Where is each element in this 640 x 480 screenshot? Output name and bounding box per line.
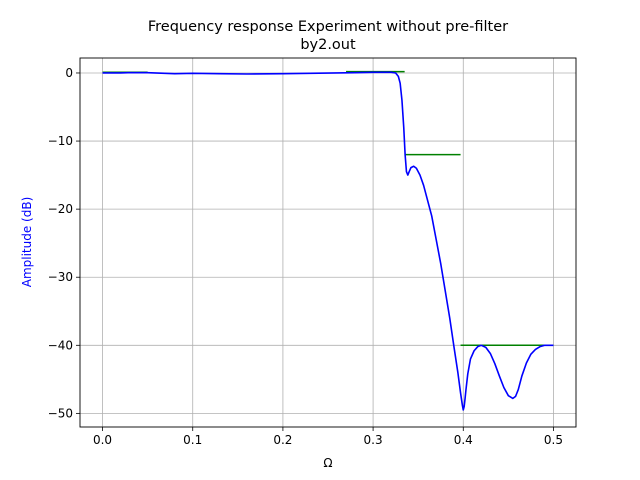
tick-marks	[76, 72, 554, 431]
x-tick-label: 0.5	[544, 433, 563, 447]
axes-frame	[79, 57, 577, 428]
frequency-response-line	[102, 71, 554, 411]
y-tick-label: −20	[48, 202, 73, 216]
y-tick-label: −30	[48, 270, 73, 284]
x-axis-label: Ω	[323, 456, 332, 470]
plot-area	[102, 70, 554, 411]
x-tick-label: 0.1	[183, 433, 202, 447]
y-tick-label: −50	[48, 406, 73, 420]
tick-labels: 0.0 0.1 0.2 0.3 0.4 0.5 0 −10 −20 −30 −40 −50	[48, 66, 563, 447]
chart-title: Frequency response Experiment without pr…	[148, 19, 508, 35]
x-tick-label: 0.0	[93, 433, 112, 447]
x-tick-label: 0.3	[364, 433, 383, 447]
y-tick-label: 0	[65, 66, 73, 80]
y-axis-label: Amplitude (dB)	[20, 197, 34, 288]
x-tick-label: 0.2	[273, 433, 292, 447]
chart-subtitle: by2.out	[300, 37, 356, 53]
y-tick-label: −10	[48, 134, 73, 148]
y-tick-label: −40	[48, 338, 73, 352]
x-tick-label: 0.4	[454, 433, 473, 447]
